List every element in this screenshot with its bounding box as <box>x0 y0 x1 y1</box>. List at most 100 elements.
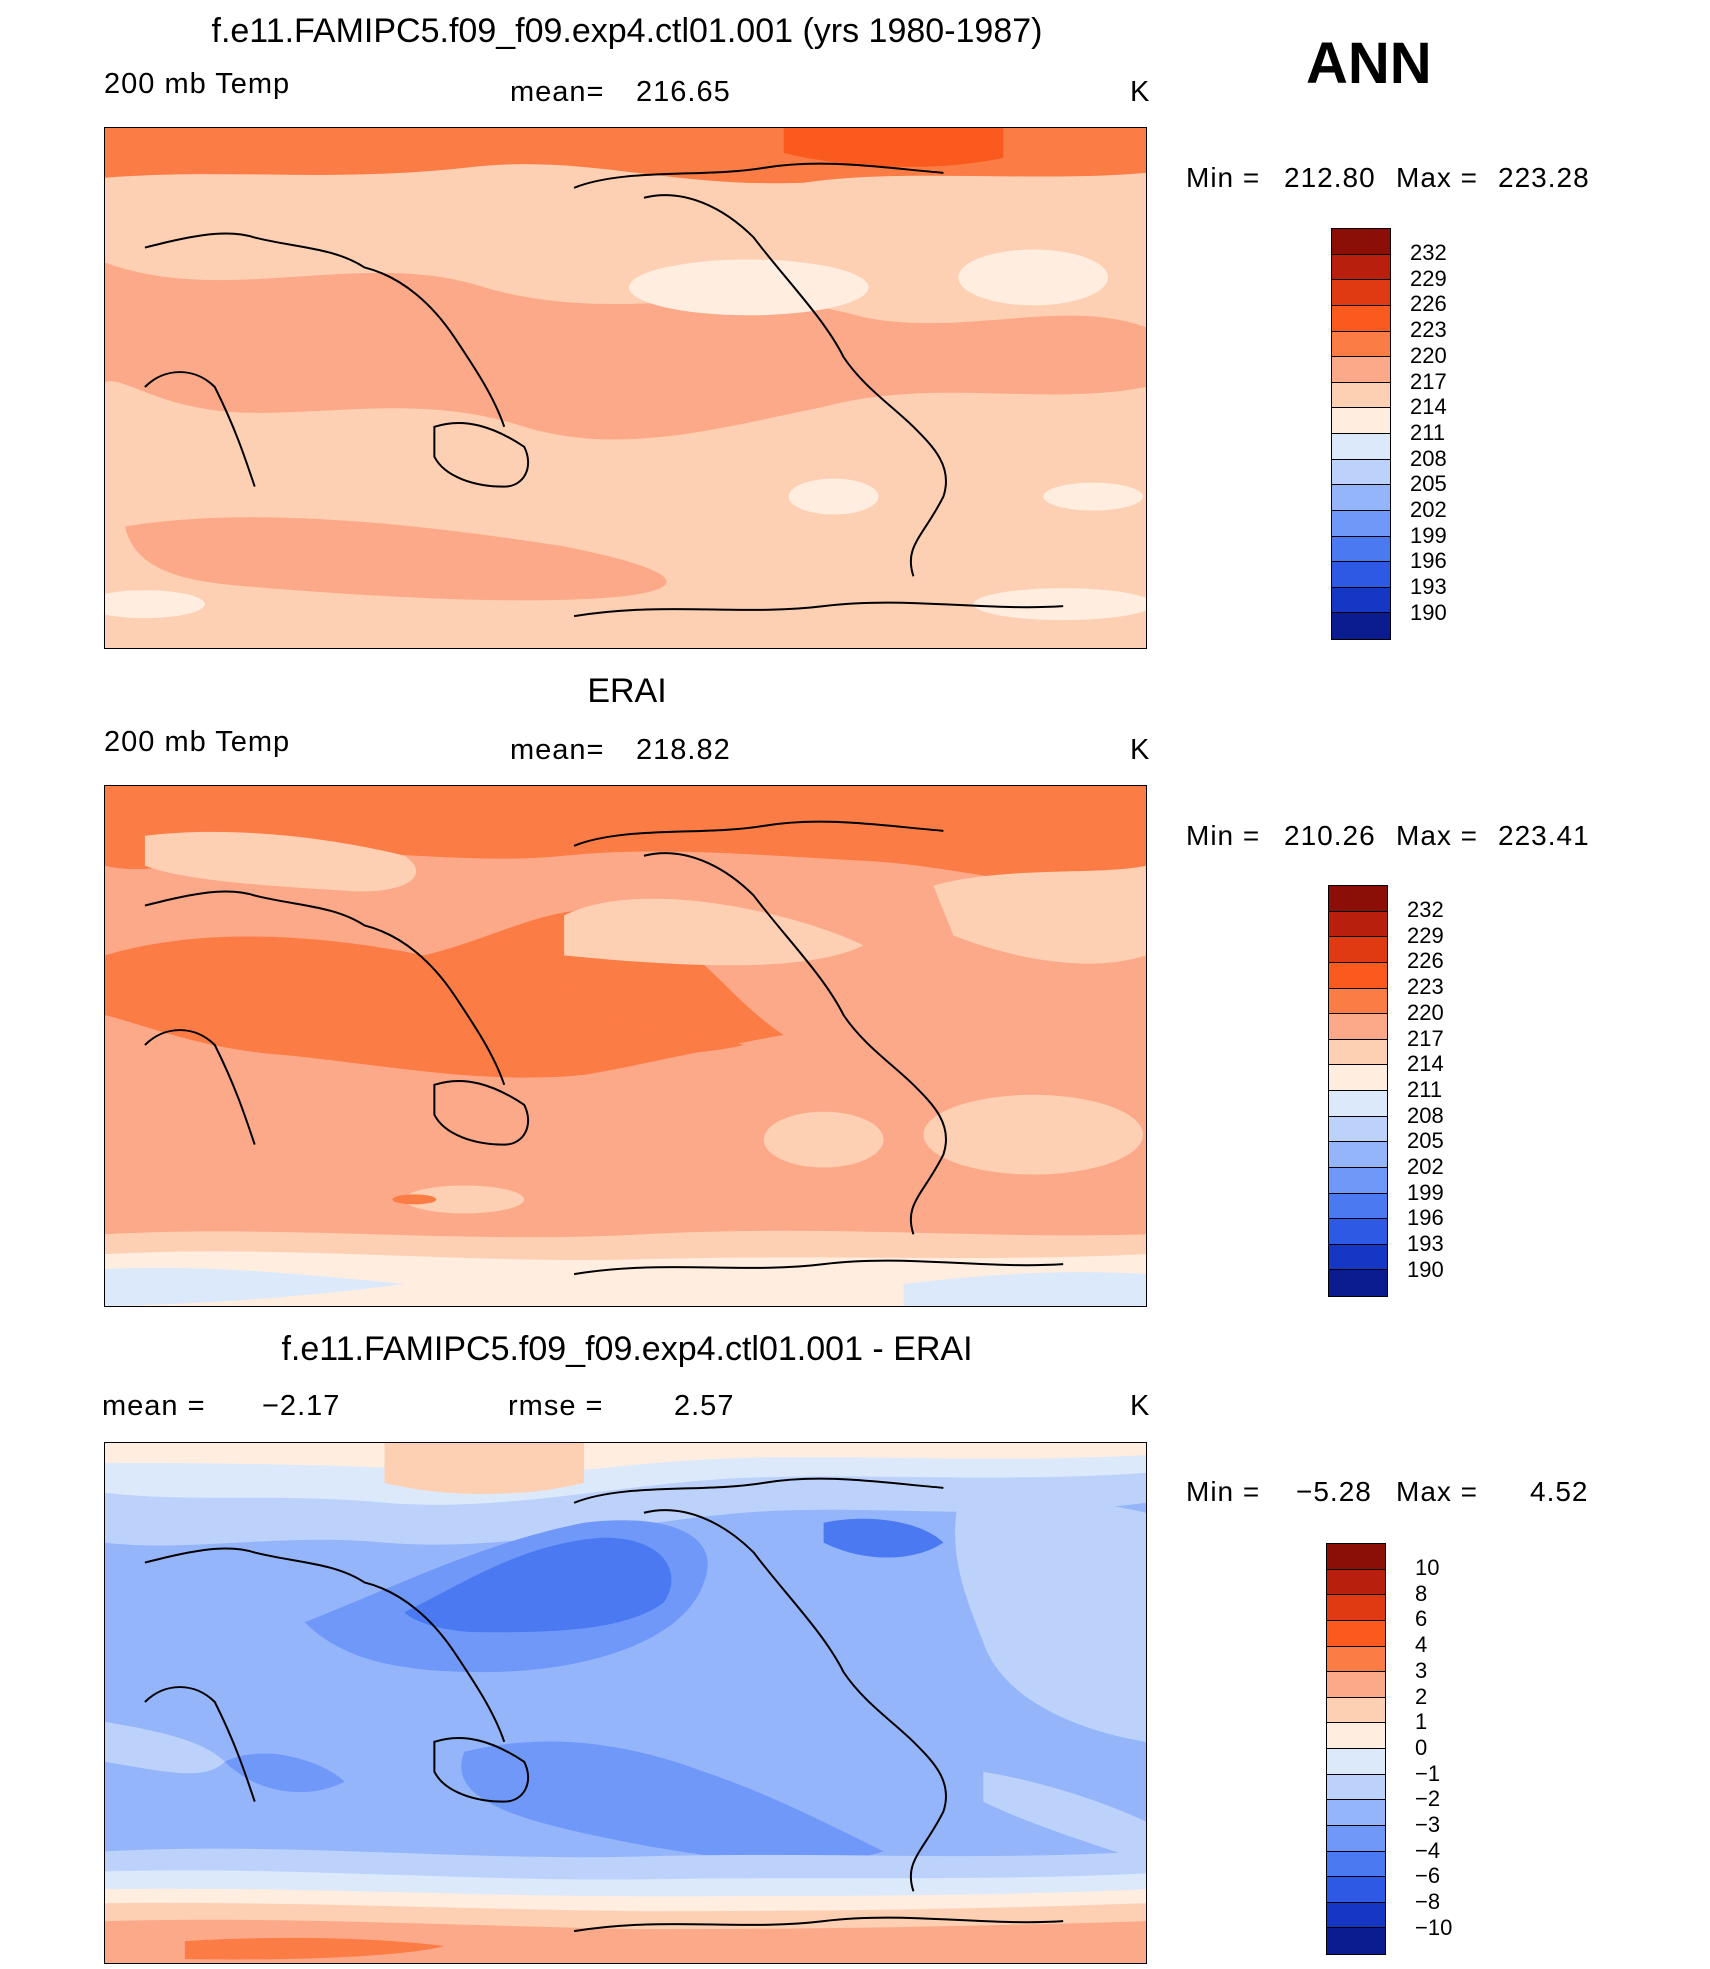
colorbar-swatch <box>1332 587 1390 614</box>
colorbar-tick-label: −8 <box>1415 1889 1441 1915</box>
panel2-min-label: Min = <box>1186 820 1261 851</box>
colorbar-swatch <box>1327 1569 1385 1596</box>
season-label: ANN <box>1306 31 1432 96</box>
colorbar-tick-label: 4 <box>1415 1632 1428 1658</box>
colorbar-swatch <box>1332 459 1390 486</box>
colorbar-tick-label: 229 <box>1410 265 1447 291</box>
colorbar-tick-label: 211 <box>1407 1076 1443 1102</box>
panel3-colorbar-labels: 10 8 6 4 3 2 1 0 −1 −2 −3 −4 −6 −8 −10 <box>1415 1555 1452 1941</box>
colorbar-swatch <box>1327 1877 1385 1903</box>
panel3-min-label: Min = <box>1186 1476 1261 1507</box>
colorbar-swatch <box>1327 1902 1385 1929</box>
colorbar-swatch <box>1329 911 1387 938</box>
colorbar-tick-label: 211 <box>1410 419 1446 445</box>
colorbar-tick-label: 193 <box>1410 574 1447 600</box>
colorbar-tick-label: 3 <box>1415 1657 1428 1683</box>
colorbar-swatch <box>1332 254 1390 281</box>
colorbar-tick-label: −10 <box>1415 1914 1453 1940</box>
colorbar-swatch <box>1329 988 1387 1015</box>
colorbar-tick-label: 8 <box>1415 1580 1428 1606</box>
colorbar-tick-label: 2 <box>1415 1683 1428 1709</box>
colorbar-tick-label: 193 <box>1407 1231 1444 1257</box>
colorbar-swatch <box>1332 434 1390 460</box>
colorbar-tick-label: 229 <box>1407 922 1444 948</box>
panel1-min-value: 212.80 <box>1284 162 1376 193</box>
colorbar-swatch <box>1327 1928 1385 1954</box>
colorbar-swatch <box>1327 1672 1385 1698</box>
colorbar-tick-label: 199 <box>1407 1179 1444 1205</box>
panel1-min-label: Min = <box>1186 162 1261 193</box>
panel1-max-value: 223.28 <box>1498 162 1590 193</box>
panel3-title: f.e11.FAMIPC5.f09_f09.exp4.ctl01.001 - E… <box>281 1330 973 1368</box>
panel3-contours <box>105 1443 1146 1963</box>
panel3-map <box>104 1442 1147 1964</box>
panel3-max-label: Max = <box>1396 1476 1479 1507</box>
panel2-min-value: 210.26 <box>1284 820 1376 851</box>
colorbar-swatch <box>1329 937 1387 963</box>
colorbar-tick-label: 208 <box>1410 445 1447 471</box>
panel3-mean-label: mean = <box>102 1390 206 1422</box>
colorbar-tick-label: 1 <box>1415 1709 1428 1735</box>
colorbar-swatch <box>1329 1244 1387 1271</box>
colorbar-tick-label: 217 <box>1407 1025 1444 1051</box>
panel1-mean-label: mean= <box>510 76 605 108</box>
colorbar-swatch <box>1329 1193 1387 1220</box>
colorbar-swatch <box>1327 1544 1385 1570</box>
colorbar-swatch <box>1329 1142 1387 1168</box>
colorbar-swatch <box>1329 1167 1387 1194</box>
panel3-rmse-value: 2.57 <box>674 1390 735 1422</box>
panel2-units: K <box>1130 734 1151 766</box>
colorbar-swatch <box>1332 382 1390 409</box>
colorbar-tick-label: 10 <box>1415 1555 1440 1580</box>
colorbar-tick-label: 223 <box>1407 974 1444 1000</box>
panel2-contours <box>105 786 1146 1306</box>
colorbar-tick-label: −2 <box>1415 1786 1441 1812</box>
colorbar-swatch <box>1329 1116 1387 1143</box>
colorbar-tick-label: −3 <box>1415 1812 1441 1838</box>
panel3-colorbar <box>1326 1543 1386 1955</box>
colorbar-swatch <box>1329 1270 1387 1296</box>
colorbar-tick-label: 0 <box>1415 1734 1428 1760</box>
colorbar-tick-label: 214 <box>1410 394 1447 420</box>
colorbar-tick-label: 196 <box>1407 1205 1444 1231</box>
colorbar-tick-label: −4 <box>1415 1837 1441 1863</box>
colorbar-swatch <box>1327 1646 1385 1673</box>
colorbar-swatch <box>1327 1800 1385 1826</box>
colorbar-tick-label: 232 <box>1410 240 1447 265</box>
colorbar-tick-label: 220 <box>1407 999 1444 1025</box>
colorbar-swatch <box>1332 408 1390 434</box>
colorbar-swatch <box>1329 1014 1387 1040</box>
colorbar-swatch <box>1329 886 1387 912</box>
colorbar-swatch <box>1329 1091 1387 1117</box>
panel2-variable: 200 mb Temp <box>104 726 291 758</box>
panel1-title: f.e11.FAMIPC5.f09_f09.exp4.ctl01.001 (yr… <box>211 12 1043 50</box>
colorbar-swatch <box>1327 1723 1385 1749</box>
colorbar-swatch <box>1332 331 1390 358</box>
colorbar-swatch <box>1332 613 1390 639</box>
colorbar-swatch <box>1332 536 1390 563</box>
panel1-mean-value: 216.65 <box>636 76 731 108</box>
panel1-colorbar <box>1331 228 1391 640</box>
panel2-colorbar-labels: 232 229 226 223 220 217 214 211 208 205 202 199 196 1… <box>1407 897 1444 1283</box>
colorbar-swatch <box>1327 1825 1385 1852</box>
colorbar-tick-label: 214 <box>1407 1051 1444 1077</box>
panel2-max-value: 223.41 <box>1498 820 1590 851</box>
colorbar-swatch <box>1332 562 1390 588</box>
panel1-colorbar-labels: 232 229 226 223 220 217 214 211 208 205 202 199 196 1… <box>1410 240 1447 626</box>
colorbar-tick-label: 226 <box>1407 948 1444 974</box>
panel1-map <box>104 127 1147 649</box>
colorbar-tick-label: 190 <box>1407 1256 1444 1282</box>
colorbar-tick-label: 202 <box>1407 1154 1444 1180</box>
colorbar-tick-label: 208 <box>1407 1102 1444 1128</box>
colorbar-swatch <box>1327 1697 1385 1724</box>
colorbar-tick-label: 223 <box>1410 317 1447 343</box>
panel1-units: K <box>1130 76 1151 108</box>
colorbar-swatch <box>1332 229 1390 255</box>
colorbar-tick-label: 202 <box>1410 497 1447 523</box>
colorbar-tick-label: 205 <box>1407 1128 1444 1154</box>
colorbar-swatch <box>1332 357 1390 383</box>
panel2-mean-value: 218.82 <box>636 734 731 766</box>
panel1-max-label: Max = <box>1396 162 1479 193</box>
panel2-map <box>104 785 1147 1307</box>
colorbar-swatch <box>1327 1749 1385 1775</box>
